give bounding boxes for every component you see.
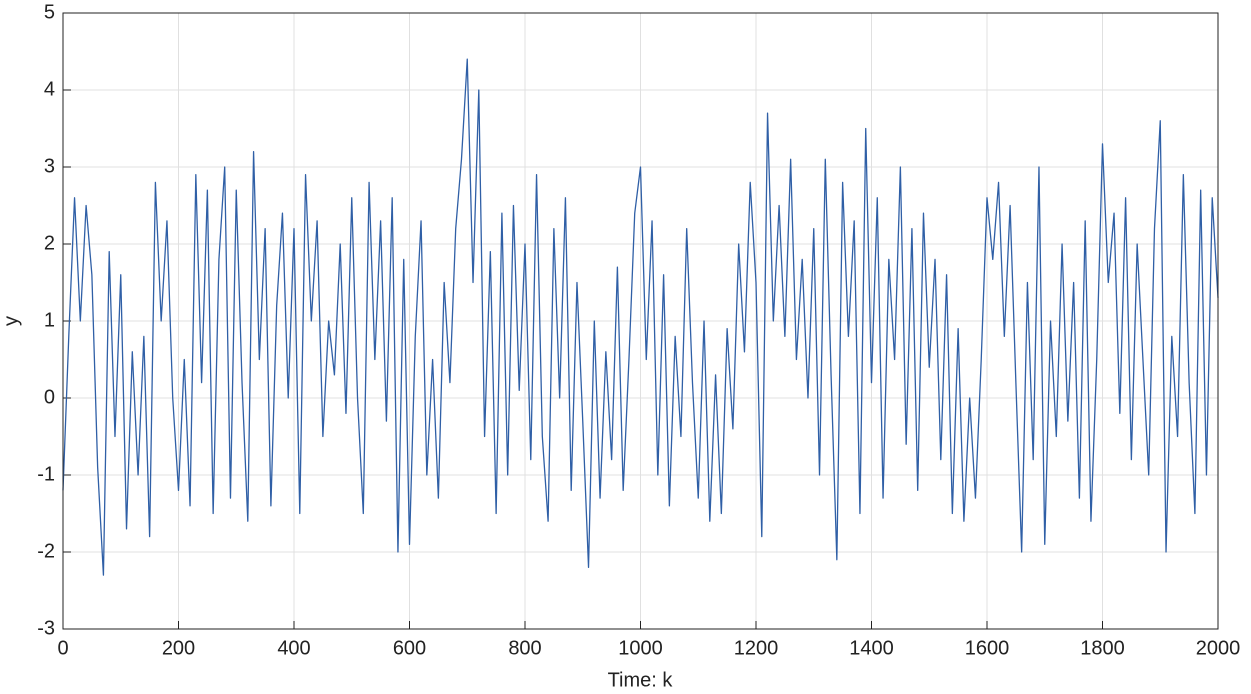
y-tick-label: 2	[44, 232, 55, 254]
x-tick-label: 600	[393, 637, 426, 659]
y-tick-label: 1	[44, 309, 55, 331]
y-tick-label: -2	[37, 540, 55, 562]
x-tick-label: 1000	[618, 637, 663, 659]
x-tick-label: 200	[162, 637, 195, 659]
x-tick-label: 1200	[734, 637, 779, 659]
y-tick-label: 5	[44, 1, 55, 23]
x-tick-label: 1600	[965, 637, 1010, 659]
y-tick-label: -3	[37, 617, 55, 639]
plot-frame	[62, 12, 1219, 630]
y-tick-label: -1	[37, 463, 55, 485]
x-tick-label: 0	[57, 637, 68, 659]
x-tick-label: 1400	[849, 637, 894, 659]
y-tick-label: 0	[44, 386, 55, 408]
x-tick-label: 1800	[1080, 637, 1125, 659]
line-series	[62, 58, 1219, 576]
y-tick-label: 3	[44, 155, 55, 177]
x-axis-label: Time: k	[608, 669, 674, 691]
x-tick-label: 400	[277, 637, 310, 659]
y-tick-label: 4	[44, 78, 55, 100]
x-tick-label: 800	[508, 637, 541, 659]
y-axis-label: y	[0, 316, 22, 326]
x-tick-label: 2000	[1196, 637, 1241, 659]
